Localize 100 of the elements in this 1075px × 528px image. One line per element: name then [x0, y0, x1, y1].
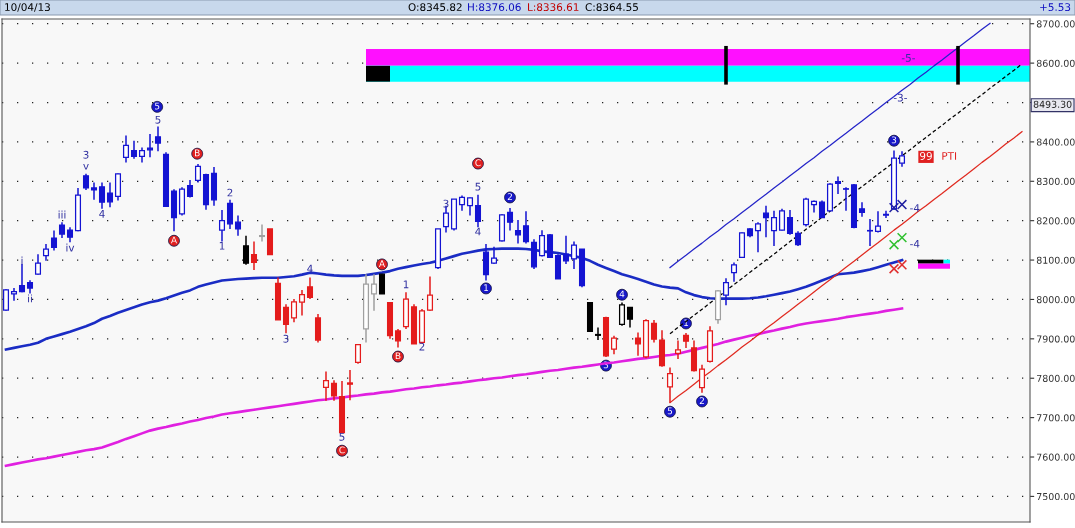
candlestick	[258, 223, 266, 243]
candlestick	[778, 208, 786, 232]
candlestick	[218, 209, 226, 243]
point	[888, 239, 900, 250]
candlestick	[122, 134, 130, 164]
annotation: 4	[307, 264, 313, 273]
candlestick	[394, 328, 402, 349]
text: +5.53	[1040, 3, 1071, 12]
candlestick	[290, 298, 298, 324]
annotation: 1	[684, 319, 689, 326]
candlestick	[690, 339, 698, 373]
candlestick	[282, 303, 290, 335]
candlestick	[114, 172, 122, 202]
annotation: v	[83, 163, 89, 170]
candlestick	[770, 210, 778, 247]
candlestick	[514, 219, 522, 245]
candlestick	[50, 229, 58, 252]
candlestick	[698, 364, 706, 394]
annotation: iv	[66, 243, 75, 252]
candlestick	[34, 253, 42, 276]
candlestick	[90, 181, 98, 201]
candlestick	[354, 343, 362, 365]
annotation: 4	[475, 227, 481, 236]
y-tick-label: 7800.00	[1037, 374, 1075, 382]
annotation: 3	[283, 334, 289, 343]
y-tick-label: 8400.00	[1036, 138, 1075, 146]
y-tick-label: 8600.00	[1036, 59, 1075, 67]
y-tick-label: 8300.00	[1036, 177, 1075, 186]
candlestick	[250, 240, 258, 271]
text: L:8336.61	[528, 3, 579, 12]
annotation: 1	[219, 241, 225, 250]
annotation: 2	[419, 342, 425, 351]
candlestick	[834, 175, 842, 195]
point	[888, 263, 900, 274]
candlestick	[666, 366, 674, 404]
y-tick-label: 7500.00	[1037, 492, 1075, 501]
annotation: iii	[58, 210, 66, 219]
y-tick-label: 7700.00	[1037, 414, 1075, 422]
candlestick	[882, 210, 890, 219]
candlestick	[314, 313, 322, 344]
annotation: -4	[910, 239, 920, 248]
candlestick	[234, 214, 242, 237]
annotation: 2	[227, 188, 233, 197]
annotation: C	[339, 446, 345, 454]
candlestick	[554, 253, 562, 280]
annotation: 4	[619, 290, 625, 298]
candlestick	[346, 369, 354, 402]
annotation: -4	[910, 204, 920, 212]
text: 8493.30	[1033, 100, 1072, 108]
annotation: 2	[507, 193, 512, 200]
point	[896, 232, 908, 243]
annotation: 2	[699, 397, 704, 404]
annotation: -5-	[901, 54, 915, 62]
line-series	[669, 63, 1023, 335]
y-tick-label: 7900.00	[1037, 335, 1075, 343]
candlestick	[538, 229, 546, 258]
candlestick	[466, 196, 474, 217]
text: O:8345.82	[408, 3, 462, 12]
candlestick	[650, 319, 658, 344]
candlestick	[730, 261, 738, 283]
candlestick	[858, 201, 866, 218]
annotation: i	[21, 256, 23, 265]
candlestick	[506, 207, 514, 232]
candlestick	[194, 163, 202, 184]
y-tick-label: 8000.00	[1036, 296, 1075, 304]
annotation: PTI	[942, 152, 957, 160]
candlestick	[786, 209, 794, 236]
annotation: B	[395, 352, 401, 360]
candlestick	[474, 193, 482, 229]
annotation: A	[378, 260, 386, 267]
candlestick	[154, 125, 162, 153]
candlestick	[306, 276, 314, 300]
candlestick	[594, 326, 602, 341]
annotation: B	[194, 149, 200, 157]
candlestick	[866, 218, 874, 247]
annotation: 1	[403, 280, 409, 289]
candlestick	[322, 370, 330, 402]
annotation: C	[475, 159, 481, 167]
text: H:8376.06	[468, 3, 521, 12]
line-series	[669, 131, 1023, 404]
candlestick	[722, 277, 730, 307]
candlestick	[842, 186, 850, 212]
text: C:8364.55	[585, 3, 638, 12]
annotation: 1	[484, 284, 489, 291]
point	[896, 259, 908, 270]
annotation: -3-	[893, 93, 907, 102]
annotation: 99	[920, 152, 932, 160]
annotation: 5	[155, 102, 160, 110]
annotation: 4	[99, 210, 105, 218]
candlestick	[98, 181, 106, 210]
annotation: 5	[475, 182, 481, 191]
candlestick	[10, 287, 18, 302]
annotation: 5	[155, 115, 161, 124]
candlestick	[674, 339, 682, 360]
line-series	[669, 22, 991, 269]
candlestick	[570, 240, 578, 270]
candlestick	[618, 301, 626, 327]
candlestick	[754, 221, 762, 253]
y-tick-label: 8200.00	[1036, 217, 1075, 225]
annotation: ii	[28, 294, 32, 303]
